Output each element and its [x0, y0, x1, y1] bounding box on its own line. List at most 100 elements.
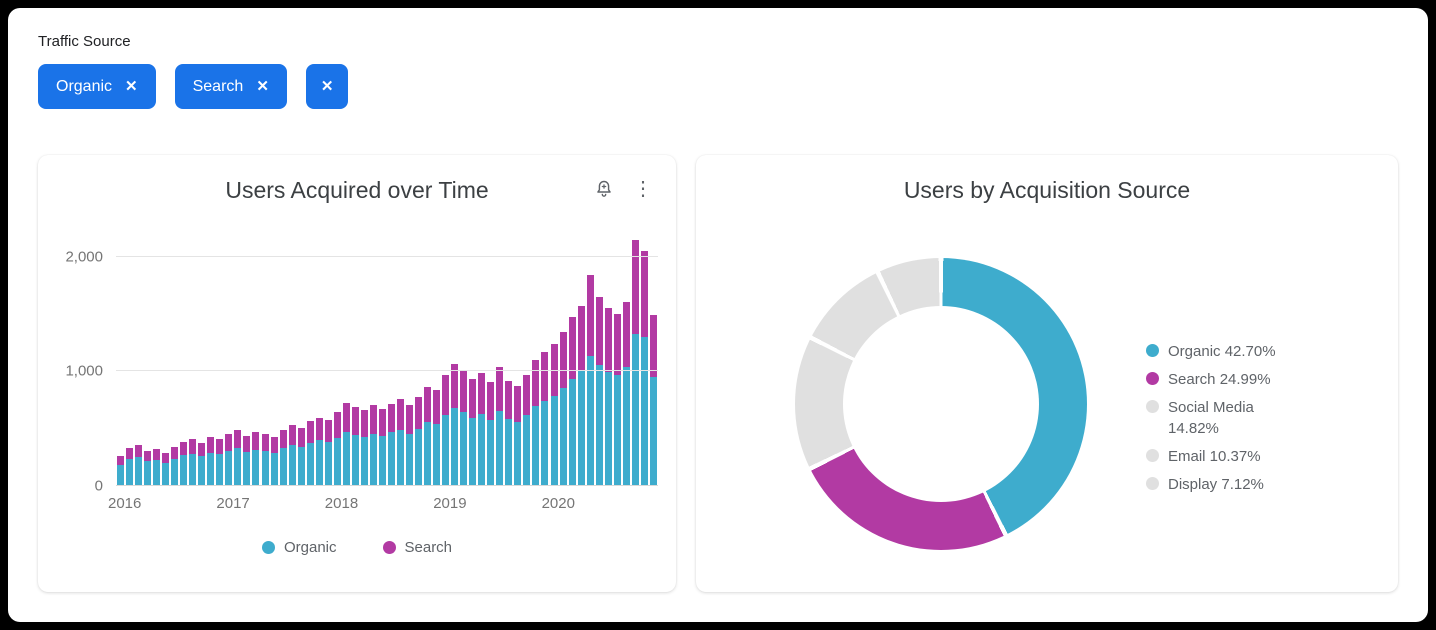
stacked-bar[interactable] — [144, 234, 152, 486]
stacked-bar[interactable] — [541, 234, 549, 486]
stacked-bar[interactable] — [126, 234, 134, 486]
stacked-bar[interactable] — [333, 234, 341, 486]
stacked-bar[interactable] — [180, 234, 188, 486]
stacked-bar[interactable] — [595, 234, 603, 486]
stacked-bar[interactable] — [171, 234, 179, 486]
stacked-bar[interactable] — [631, 234, 639, 486]
legend-dot — [1146, 399, 1159, 413]
stacked-bar[interactable] — [550, 234, 558, 486]
legend-label: Display 7.12% — [1168, 475, 1264, 493]
stacked-bar[interactable] — [315, 234, 323, 486]
legend-item-email: Email 10.37% — [1146, 446, 1290, 468]
add-alert-bell-icon[interactable] — [594, 179, 614, 199]
stacked-bar[interactable] — [198, 234, 206, 486]
stacked-bar[interactable] — [396, 234, 404, 486]
legend-label: Email 10.37% — [1168, 448, 1261, 465]
gridline — [116, 255, 658, 257]
x-axis-tick-label: 2016 — [108, 495, 142, 512]
close-icon[interactable]: ✕ — [320, 78, 334, 95]
stacked-bar[interactable] — [162, 234, 170, 486]
stacked-bar[interactable] — [351, 234, 359, 486]
legend-dot — [1146, 371, 1159, 385]
stacked-bar[interactable] — [306, 234, 314, 486]
stacked-bar[interactable] — [532, 234, 540, 486]
legend-item-display: Display 7.12% — [1146, 474, 1290, 496]
stacked-bar[interactable] — [577, 234, 585, 486]
stacked-bar[interactable] — [415, 234, 423, 486]
stacked-bar[interactable] — [252, 234, 260, 486]
legend-dot — [1146, 449, 1159, 462]
legend-dot — [1146, 344, 1159, 357]
stacked-bar[interactable] — [369, 234, 377, 486]
stacked-bar[interactable] — [279, 234, 287, 486]
filter-chip-label: Search — [192, 77, 244, 95]
stacked-bar[interactable] — [586, 234, 594, 486]
stacked-bar[interactable] — [261, 234, 269, 486]
legend-item-organic: Organic — [261, 539, 337, 556]
filter-chip-organic[interactable]: Organic ✕ — [38, 64, 156, 109]
stacked-bar[interactable] — [496, 234, 504, 486]
donut-hole — [843, 306, 1039, 502]
filter-chip-search[interactable]: Search ✕ — [174, 64, 287, 109]
stacked-bar[interactable] — [342, 234, 350, 486]
donut-chart-card: Users by Acquisition Source Organic 42.7… — [696, 155, 1398, 592]
donut-chart[interactable] — [795, 258, 1087, 550]
kebab-menu-icon[interactable]: ⋮ — [633, 178, 653, 200]
legend-dot-search — [382, 541, 396, 554]
stacked-bar[interactable] — [505, 234, 513, 486]
stacked-bar[interactable] — [135, 234, 143, 486]
stacked-bar[interactable] — [225, 234, 233, 486]
stacked-bar[interactable] — [117, 234, 124, 486]
stacked-bar[interactable] — [360, 234, 368, 486]
close-icon[interactable]: ✕ — [256, 78, 269, 95]
stacked-bar[interactable] — [216, 234, 224, 486]
stacked-bar[interactable] — [189, 234, 197, 486]
stacked-bar[interactable] — [270, 234, 278, 486]
stacked-bar[interactable] — [451, 234, 459, 486]
stacked-bar[interactable] — [378, 234, 386, 486]
stacked-bar[interactable] — [387, 234, 395, 486]
stacked-bar[interactable] — [153, 234, 161, 486]
stacked-bar[interactable] — [487, 234, 495, 486]
gridline — [116, 370, 658, 372]
close-icon[interactable]: ✕ — [125, 78, 138, 95]
stacked-bar[interactable] — [478, 234, 486, 486]
stacked-bar[interactable] — [523, 234, 531, 486]
stacked-bar[interactable] — [613, 234, 621, 486]
legend-label: Organic — [283, 539, 337, 556]
gridline — [116, 485, 658, 486]
stacked-bar[interactable] — [288, 234, 296, 486]
stacked-bar[interactable] — [604, 234, 612, 486]
filter-chip-empty[interactable]: ✕ — [305, 64, 349, 109]
y-axis-tick-label: 2,000 — [65, 248, 103, 266]
stacked-bar[interactable] — [297, 234, 305, 486]
filter-chips-row: Organic ✕ Search ✕ ✕ — [38, 64, 1398, 109]
stacked-bar[interactable] — [469, 234, 477, 486]
stacked-bar[interactable] — [207, 234, 215, 486]
stacked-bar[interactable] — [442, 234, 450, 486]
stacked-bar[interactable] — [460, 234, 468, 486]
legend-dot-organic — [261, 541, 275, 554]
bar-chart-plot: 0 1,000 2,000 — [65, 234, 658, 495]
stacked-bar[interactable] — [622, 234, 630, 486]
stacked-bar[interactable] — [243, 234, 251, 486]
stacked-bar[interactable] — [568, 234, 576, 486]
stacked-bar[interactable] — [433, 234, 441, 486]
legend-item-search: Search 24.99% — [1146, 369, 1290, 391]
donut-chart-title: Users by Acquisition Source — [903, 177, 1191, 203]
stacked-bar[interactable] — [324, 234, 332, 486]
filter-label: Traffic Source — [38, 33, 131, 50]
dashboard-panel: Traffic Source Organic ✕ Search ✕ ✕ User… — [8, 8, 1428, 622]
bar-chart-legend: Organic Search — [38, 539, 676, 556]
y-axis-tick-label: 1,000 — [65, 362, 103, 380]
stacked-bar[interactable] — [559, 234, 567, 486]
legend-label: Social Media 14.82% — [1168, 398, 1254, 438]
donut-legend: Organic 42.70% Search 24.99% Social Medi… — [1146, 341, 1290, 502]
stacked-bar[interactable] — [234, 234, 242, 486]
stacked-bar[interactable] — [424, 234, 432, 486]
stacked-bar[interactable] — [649, 234, 657, 486]
stacked-bar[interactable] — [640, 234, 648, 486]
stacked-bar[interactable] — [406, 234, 413, 486]
stacked-bar[interactable] — [514, 234, 522, 486]
y-axis-tick-label: 0 — [94, 477, 103, 495]
